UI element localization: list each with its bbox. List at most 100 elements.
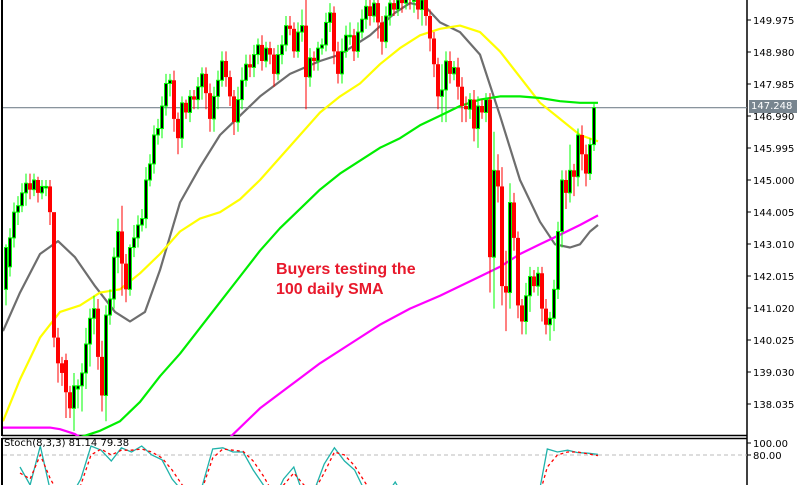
price-axis-label: 147.985 [753,80,794,91]
candle-bear [332,12,336,52]
candle-bull [164,83,168,107]
candle-bear [496,170,500,187]
candle-bull [116,230,120,258]
candle-bear [504,286,508,293]
candle-bear [564,179,568,193]
candle-bull [476,105,480,130]
candle-bull [200,73,204,88]
candle-bull [324,21,328,46]
candle-bull [12,211,16,239]
candle-bull [364,5,368,20]
candle-bear [456,67,460,87]
candle-bear [500,186,504,287]
candle-bull [344,34,348,52]
annotation-line-1: Buyers testing the [276,261,416,278]
candle-bull [524,295,528,323]
moving-average-line [3,426,81,436]
candle-bull [592,107,596,146]
candle-bull [72,385,76,409]
candle-bear [516,237,520,306]
candle-bear [392,3,396,10]
candle-bull [76,385,80,390]
candle-bear [448,61,452,74]
candle-bull [132,237,136,249]
candle-bear [124,263,128,290]
candle-bear [176,118,180,139]
candle-bear [56,337,60,364]
candle-bull [80,372,84,387]
candle-bear [60,363,64,373]
candle-bull [404,0,408,4]
candle-bear [520,305,524,322]
price-pane [3,0,747,436]
candle-bear [432,38,436,65]
candle-bull [244,63,248,81]
candle-bull [44,185,48,189]
chart-annotation: Buyers testing the 100 daily SMA [276,260,416,300]
candle-bull [556,230,560,290]
stoch-axis-label: 100.00 [753,439,788,450]
candle-bear [48,186,52,213]
price-axis-label: 145.000 [753,176,794,187]
candle-bear [488,99,492,258]
candle-bear [572,170,576,177]
candle-bull [168,79,172,85]
candle-bull [264,47,268,62]
candle-bull [356,31,360,52]
moving-average-line [80,95,598,436]
price-axis-label: 141.020 [753,304,794,315]
candle-bear [540,273,544,309]
candle-bull [420,0,424,11]
candle-bear [36,179,40,193]
candle-bull [492,169,496,258]
stochastic-indicator-label: Stoch(8,3,3) 81.14 79.38 [4,438,130,449]
candle-bull [468,99,472,110]
candle-bear [400,0,404,4]
candle-bear [288,25,292,29]
candle-bear [416,0,420,10]
stoch-k-line [19,445,599,485]
candle-bull [256,44,260,56]
candle-bull [412,0,416,2]
candle-bull [508,202,512,294]
candle-bear [532,276,536,287]
candle-bear [204,73,208,94]
candle-bull [92,308,96,319]
candle-bull [452,66,456,75]
candle-bull [16,205,20,213]
candle-bull [536,272,540,287]
candle-bull [160,105,164,130]
candle-bear [208,93,212,119]
candle-bull [20,192,24,207]
candle-bull [384,15,388,43]
candle-bull [156,128,160,136]
candle-bull [196,86,200,101]
moving-average-line [229,214,599,436]
candle-bear [272,54,276,74]
candle-bull [188,95,192,113]
candle-bull [32,179,36,191]
candle-bear [424,0,428,16]
candle-bear [292,28,296,52]
candle-bull [148,163,152,181]
candle-bull [8,237,12,268]
candle-bull [24,182,28,194]
candle-bull [576,134,580,178]
candle-bull [220,60,224,81]
candle-bull [104,314,108,396]
candle-bear [52,212,56,338]
candle-bull [372,2,376,17]
candle-bull [444,60,448,91]
candle-bull [84,343,88,374]
candle-bull [152,134,156,165]
candle-bear [64,360,68,393]
price-axis-label: 138.035 [753,400,794,411]
candle-bull [4,247,8,290]
candle-bear [232,96,236,123]
candle-bull [316,47,320,62]
candle-bear [460,86,464,107]
candle-bear [380,22,384,42]
candle-bull [108,298,112,316]
